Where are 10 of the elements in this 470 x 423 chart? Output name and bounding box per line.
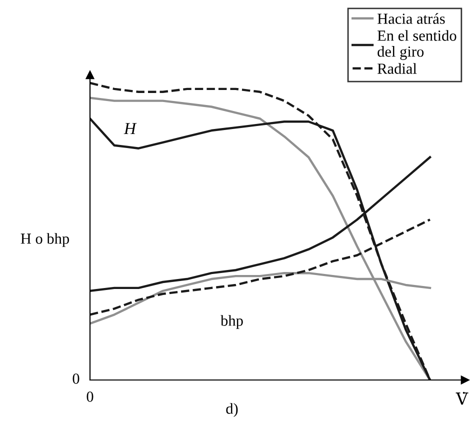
legend-label: Hacia atrás (378, 13, 445, 24)
legend-label: En el sentido del giro (378, 30, 456, 60)
legend-label: Radial (378, 63, 417, 74)
text: 0 (72, 374, 80, 384)
x-axis-title: V̇ (456, 392, 468, 405)
annotation: H (124, 123, 137, 134)
annotation: bhp (220, 315, 243, 329)
text: d) (226, 403, 238, 417)
y-axis-title: H o bhp (20, 233, 70, 247)
text: 0 (86, 392, 94, 402)
